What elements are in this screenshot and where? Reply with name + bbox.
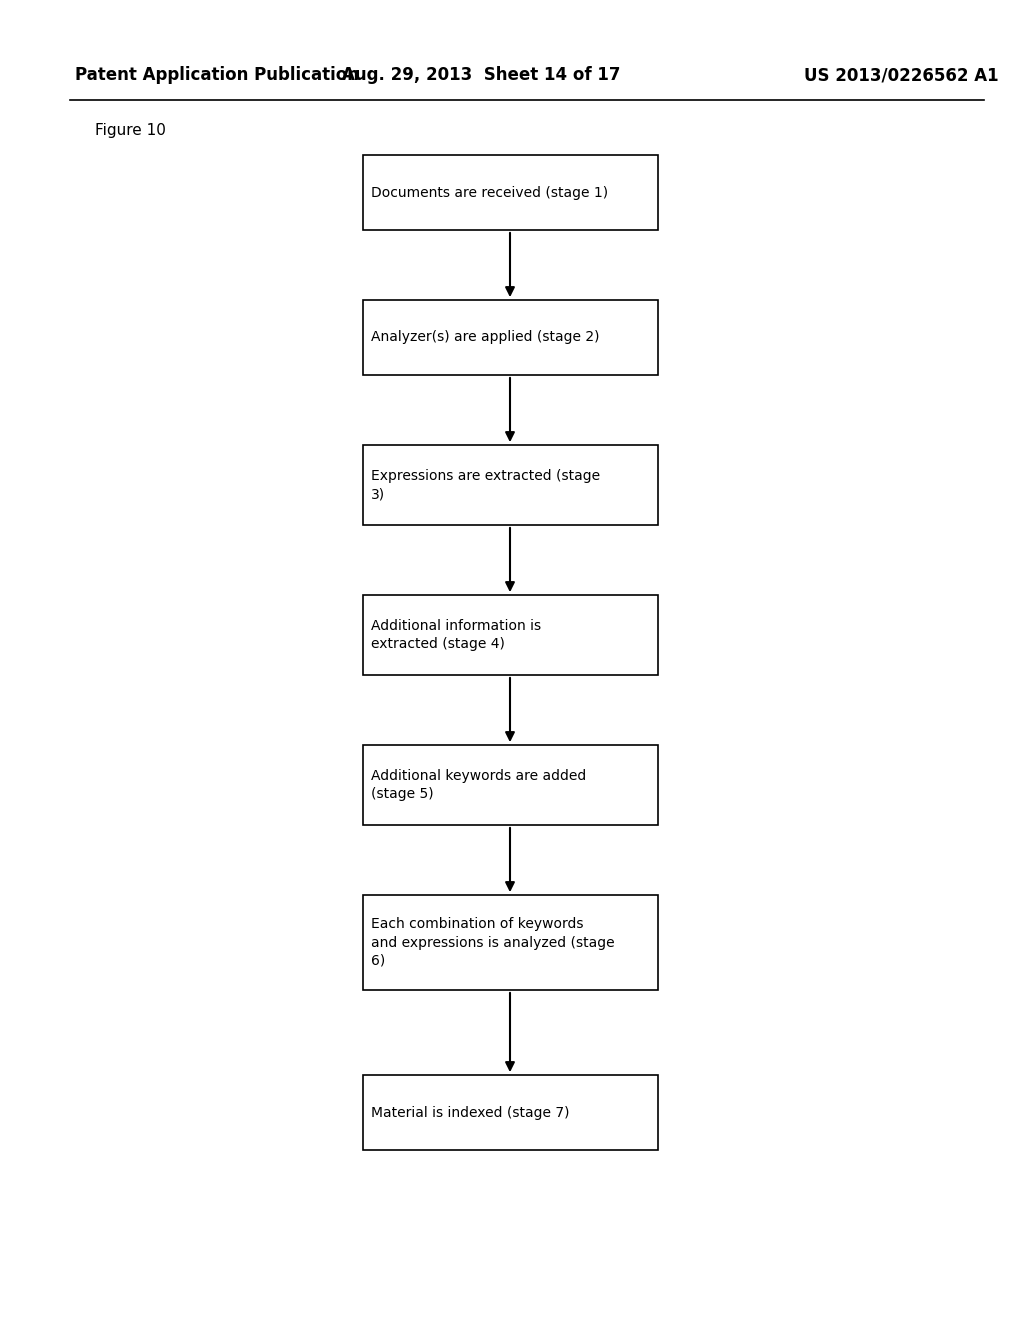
Text: Patent Application Publication: Patent Application Publication	[75, 66, 359, 84]
Bar	[362, 744, 658, 825]
Bar	[362, 445, 658, 525]
Bar	[362, 595, 658, 675]
Text: Each combination of keywords
and expressions is analyzed (stage
6): Each combination of keywords and express…	[371, 917, 614, 968]
Text: Documents are received (stage 1): Documents are received (stage 1)	[371, 186, 608, 199]
Text: Additional information is
extracted (stage 4): Additional information is extracted (sta…	[371, 619, 541, 651]
Text: Figure 10: Figure 10	[95, 123, 166, 137]
Text: Additional keywords are added
(stage 5): Additional keywords are added (stage 5)	[371, 768, 587, 801]
Text: Analyzer(s) are applied (stage 2): Analyzer(s) are applied (stage 2)	[371, 330, 599, 345]
Bar	[362, 895, 658, 990]
Text: Expressions are extracted (stage
3): Expressions are extracted (stage 3)	[371, 469, 600, 502]
Text: Material is indexed (stage 7): Material is indexed (stage 7)	[371, 1106, 569, 1119]
Bar	[362, 154, 658, 230]
Bar	[362, 1074, 658, 1150]
Bar	[362, 300, 658, 375]
Text: Aug. 29, 2013  Sheet 14 of 17: Aug. 29, 2013 Sheet 14 of 17	[342, 66, 621, 84]
Text: US 2013/0226562 A1: US 2013/0226562 A1	[804, 66, 998, 84]
